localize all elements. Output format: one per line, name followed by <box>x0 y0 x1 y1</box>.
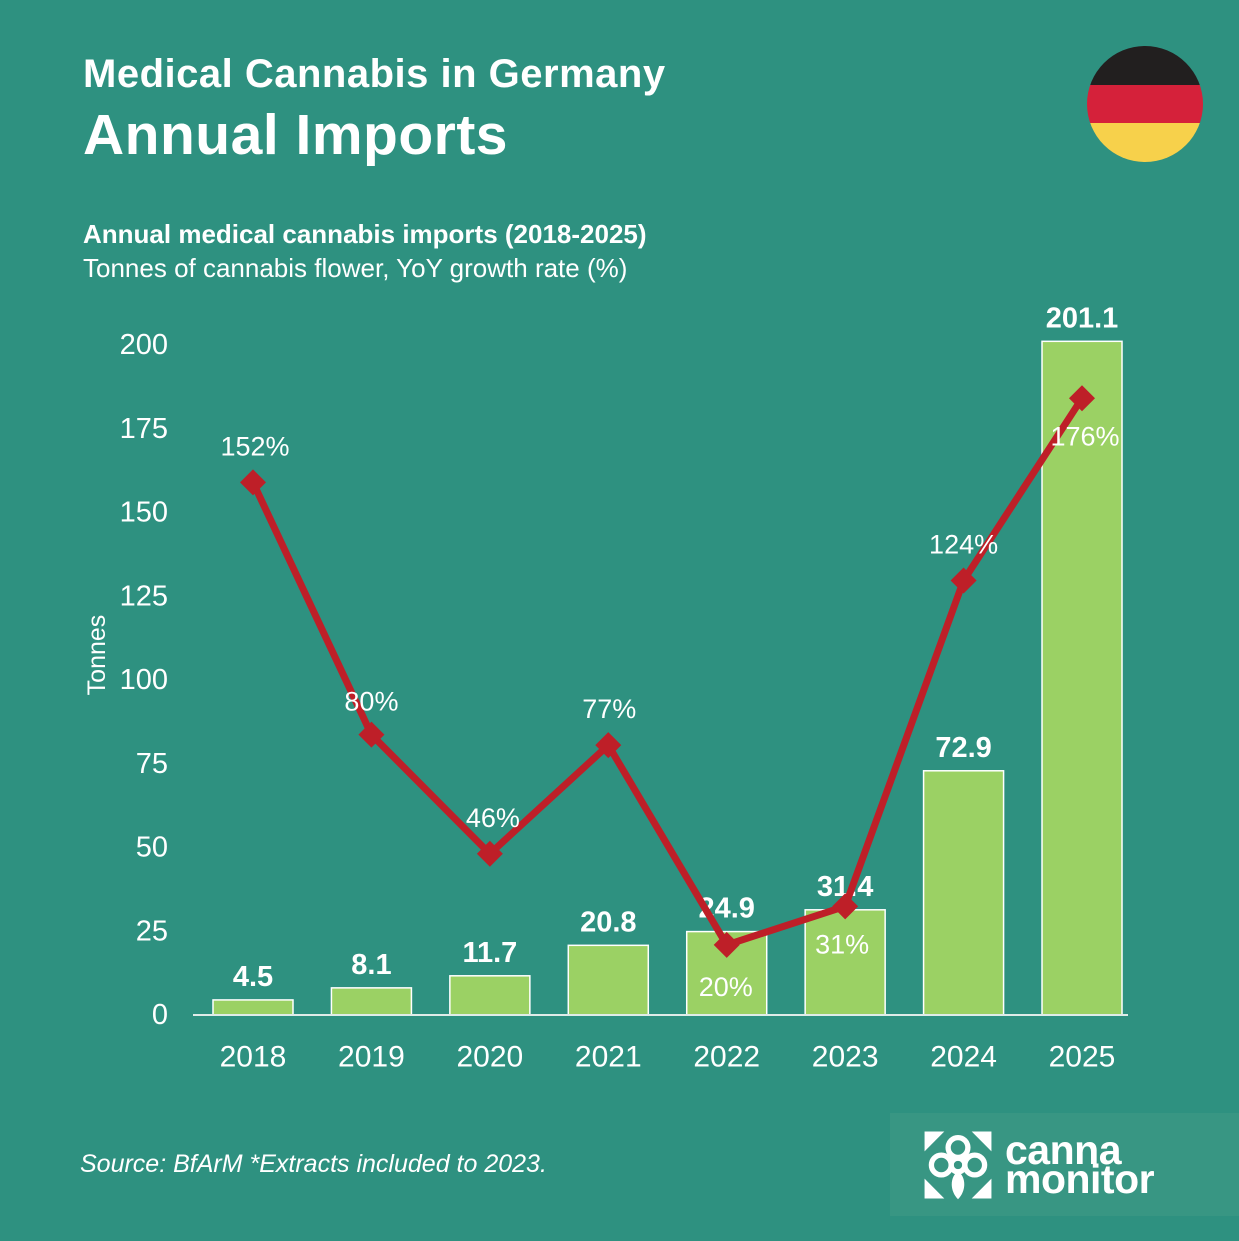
x-tick-label: 2024 <box>930 1041 997 1074</box>
y-tick-label: 100 <box>120 664 168 696</box>
growth-value-label: 31% <box>815 929 869 959</box>
bar-value-label: 201.1 <box>1046 302 1119 334</box>
x-tick-label: 2025 <box>1049 1041 1116 1074</box>
bar-2019 <box>330 987 413 1016</box>
x-tick-label: 2023 <box>812 1041 879 1074</box>
bar-2025 <box>1041 340 1123 1016</box>
y-tick-label: 75 <box>136 748 168 780</box>
growth-value-label: 80% <box>344 687 398 717</box>
flag-stripe-red <box>1087 84 1203 124</box>
logo-line2: monitor <box>1005 1155 1155 1202</box>
bar-value-label: 8.1 <box>351 949 391 981</box>
growth-marker-diamond <box>713 931 740 958</box>
canna-flower-icon <box>924 1131 992 1199</box>
bar-value-label: 11.7 <box>462 937 517 969</box>
growth-marker-diamond <box>950 567 977 594</box>
y-axis-title: Tonnes <box>83 615 111 696</box>
germany-flag-icon <box>1087 46 1203 162</box>
growth-marker-diamond <box>832 893 859 920</box>
bar-value-label: 72.9 <box>935 732 991 764</box>
growth-marker-diamond <box>240 469 266 496</box>
growth-marker-diamond <box>476 840 503 867</box>
y-tick-label: 25 <box>136 915 168 947</box>
logo-wordmark: canna monitor <box>1005 1126 1155 1202</box>
source-note: Source: BfArM *Extracts included to 2023… <box>80 1150 547 1178</box>
chart-title: Annual medical cannabis imports (2018-20… <box>83 219 647 249</box>
x-tick-label: 2018 <box>220 1041 287 1074</box>
x-tick-label: 2022 <box>693 1041 760 1074</box>
growth-marker-diamond <box>358 721 385 748</box>
bar-2020 <box>449 975 531 1016</box>
growth-line <box>249 396 1085 950</box>
page-subtitle-large: Annual Imports <box>83 103 509 167</box>
page-title: Medical Cannabis in Germany <box>83 52 666 96</box>
bar-2023 <box>804 909 886 1016</box>
growth-value-label: 124% <box>929 529 998 559</box>
y-tick-label: 125 <box>120 580 168 612</box>
growth-value-label: 46% <box>466 803 520 833</box>
y-tick-label: 50 <box>136 832 168 864</box>
y-tick-label: 175 <box>120 413 168 445</box>
x-tick-label: 2020 <box>456 1041 523 1074</box>
bar-2022 <box>685 930 768 1016</box>
bar-2021 <box>567 944 650 1016</box>
growth-value-label: 176% <box>1050 421 1119 451</box>
growth-value-label: 152% <box>220 431 289 461</box>
bar-2024 <box>922 770 1005 1016</box>
logo-line1: canna <box>1005 1126 1122 1173</box>
y-tick-label: 0 <box>152 999 168 1031</box>
growth-value-label: 20% <box>699 972 753 1002</box>
bar-value-label: 20.8 <box>580 906 636 938</box>
logo-panel: canna monitor <box>890 1113 1239 1216</box>
growth-value-label: 77% <box>582 694 636 724</box>
y-tick-label: 150 <box>120 497 168 529</box>
y-tick-label: 200 <box>120 329 168 361</box>
chart-subtitle: Tonnes of cannabis flower, YoY growth ra… <box>83 253 628 283</box>
growth-marker-diamond <box>595 732 622 759</box>
growth-marker-diamond <box>1069 385 1096 412</box>
x-tick-label: 2021 <box>575 1041 642 1074</box>
bar-value-label: 4.5 <box>233 961 273 993</box>
x-tick-label: 2019 <box>338 1041 405 1074</box>
bar-2018 <box>212 999 294 1016</box>
